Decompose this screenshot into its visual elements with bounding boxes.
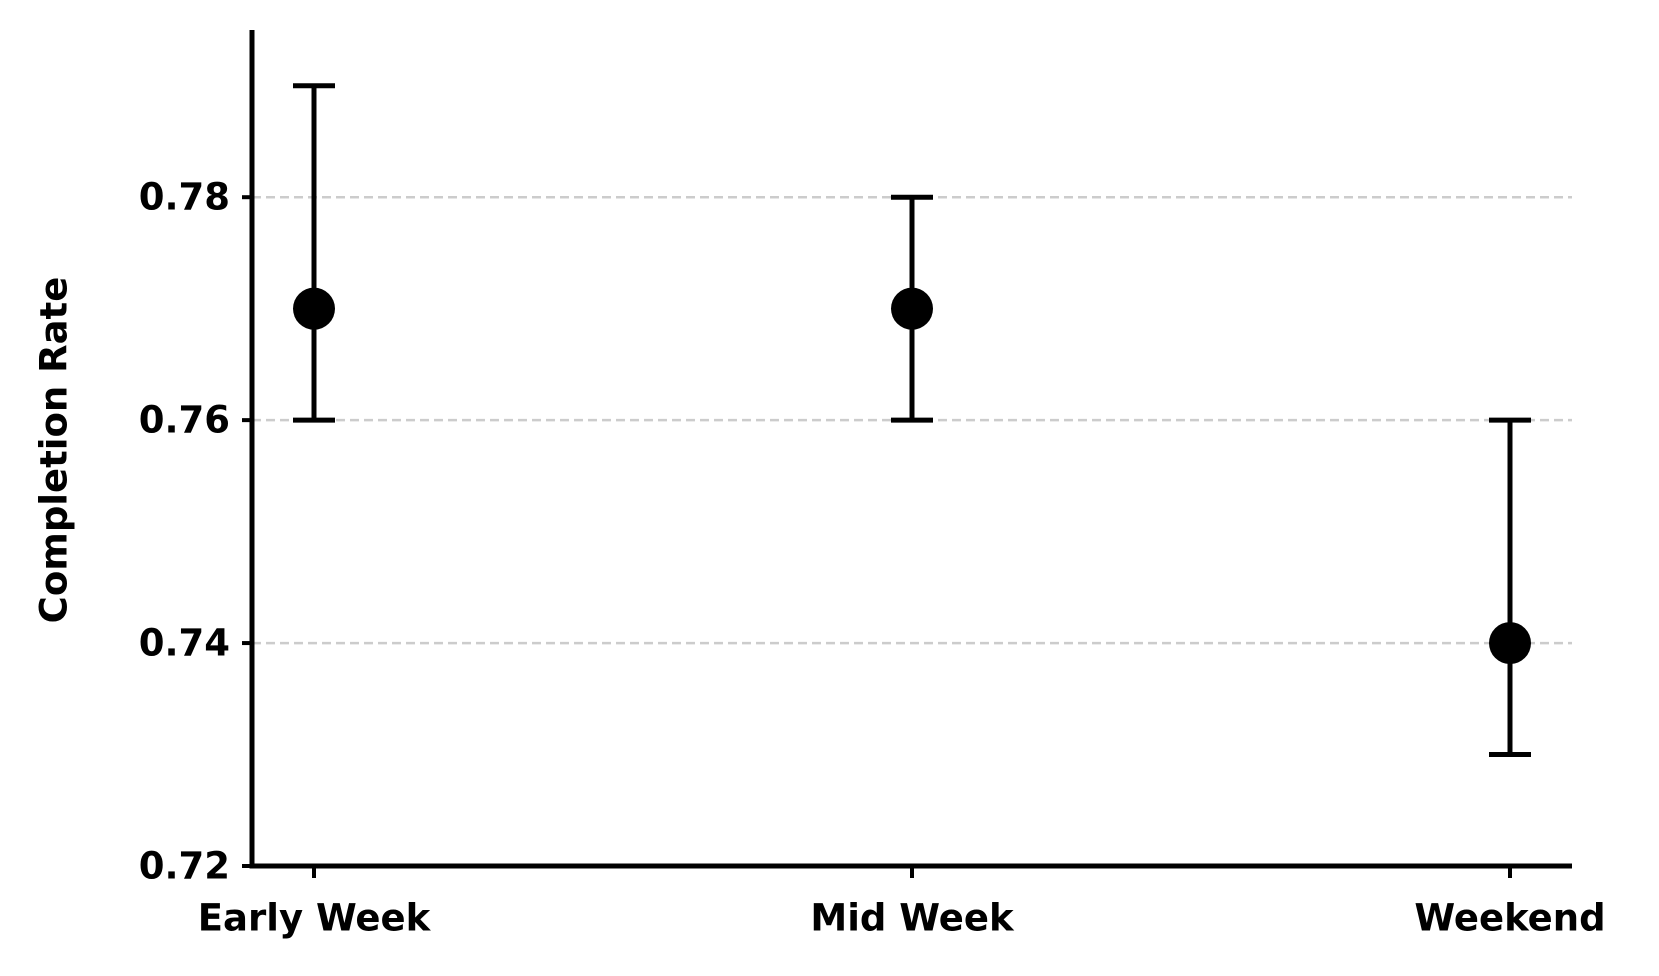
point <box>1489 622 1531 665</box>
x-tick-label: Mid Week <box>810 897 1015 940</box>
error-bar <box>293 83 335 423</box>
y-tick-label: 0.78 <box>139 176 230 219</box>
x-tick-label: Early Week <box>198 897 432 940</box>
y-axis-label: Completion Rate <box>33 277 76 624</box>
error-bar <box>1489 417 1531 758</box>
y-tick-label: 0.72 <box>139 845 230 888</box>
x-tick-label: Weekend <box>1414 897 1605 940</box>
point <box>293 287 335 330</box>
y-tick-label: 0.74 <box>139 622 230 665</box>
y-tick-label: 0.76 <box>139 399 230 442</box>
point <box>891 287 933 330</box>
